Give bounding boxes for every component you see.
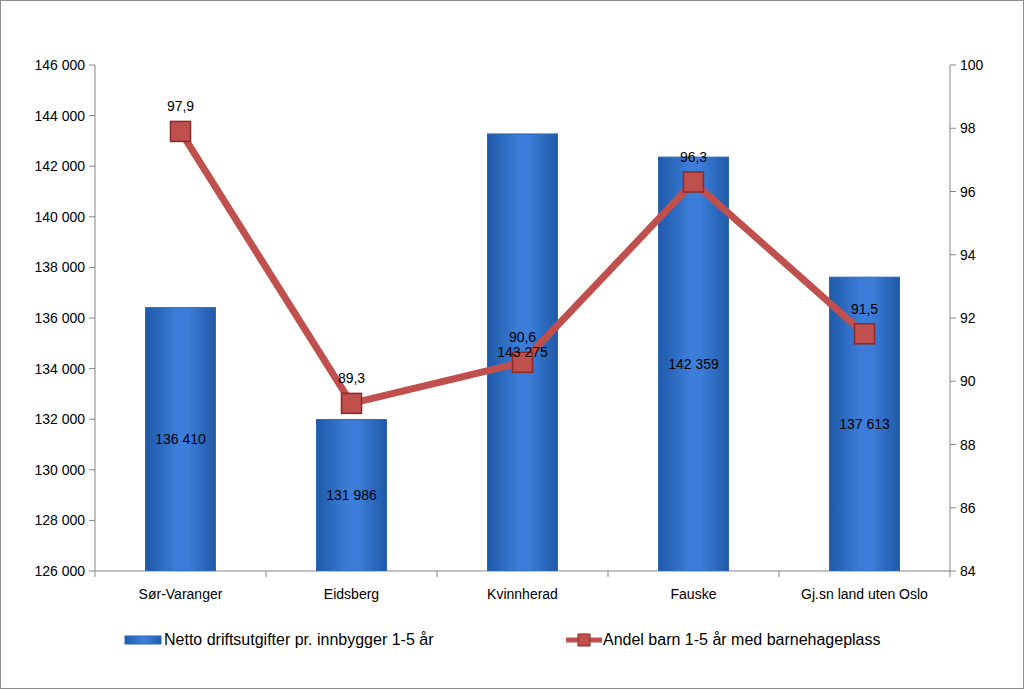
y2-tick — [950, 571, 956, 572]
y-tick — [89, 166, 95, 167]
x-tick-label: Eidsberg — [324, 586, 379, 602]
x-tick-label: Gj.sn land uten Oslo — [801, 586, 928, 602]
y2-tick-label: 94 — [960, 247, 976, 263]
bar — [488, 134, 558, 571]
line-label: 97,9 — [167, 98, 194, 114]
line-marker — [171, 121, 191, 141]
x-tick — [266, 571, 267, 577]
line — [181, 131, 865, 403]
y-tick-label: 146 000 — [34, 57, 85, 73]
y-tick-label: 126 000 — [34, 563, 85, 579]
bar — [317, 420, 387, 571]
bar — [659, 157, 729, 571]
y-tick — [89, 571, 95, 572]
y-tick-label: 144 000 — [34, 108, 85, 124]
x-tick — [437, 571, 438, 577]
y-tick — [89, 115, 95, 116]
y-tick-label: 130 000 — [34, 462, 85, 478]
bar-label: 143 275 — [497, 344, 548, 360]
x-tick-label: Fauske — [671, 586, 717, 602]
bar — [830, 277, 900, 571]
y2-tick — [950, 254, 956, 255]
y-tick-label: 142 000 — [34, 158, 85, 174]
y2-tick-label: 92 — [960, 310, 976, 326]
line-label: 96,3 — [680, 149, 707, 165]
legend-label: Netto driftsutgifter pr. innbygger 1-5 å… — [164, 631, 434, 648]
x-tick — [779, 571, 780, 577]
bar-label: 131 986 — [326, 487, 377, 503]
bar — [146, 308, 216, 571]
frame — [1, 1, 1024, 689]
y2-tick-label: 90 — [960, 373, 976, 389]
y2-tick — [950, 381, 956, 382]
y-tick — [89, 318, 95, 319]
line-group — [171, 121, 875, 413]
y2-tick — [950, 444, 956, 445]
line-marker — [684, 172, 704, 192]
y2-tick-label: 84 — [960, 563, 976, 579]
x-tick — [950, 571, 951, 577]
bar-label: 142 359 — [668, 356, 719, 372]
bar-label: 136 410 — [155, 431, 206, 447]
y-tick-label: 138 000 — [34, 259, 85, 275]
y-tick-label: 132 000 — [34, 411, 85, 427]
y-tick — [89, 520, 95, 521]
line-label: 91,5 — [851, 301, 878, 317]
y-tick — [89, 65, 95, 66]
legend-label: Andel barn 1-5 år med barnehageplass — [603, 631, 881, 648]
y-tick — [89, 469, 95, 470]
y2-tick — [950, 65, 956, 66]
y-tick-label: 134 000 — [34, 361, 85, 377]
line-label: 90,6 — [509, 329, 536, 345]
y2-tick — [950, 191, 956, 192]
line-marker — [342, 393, 362, 413]
bar-label: 137 613 — [839, 416, 890, 432]
legend: Netto driftsutgifter pr. innbygger 1-5 å… — [125, 631, 881, 648]
y-tick — [89, 216, 95, 217]
y2-tick-label: 96 — [960, 184, 976, 200]
x-tick — [608, 571, 609, 577]
y-tick — [89, 267, 95, 268]
y2-tick — [950, 318, 956, 319]
x-tick-label: Kvinnherad — [487, 586, 558, 602]
y2-tick-label: 100 — [960, 57, 984, 73]
y-tick — [89, 368, 95, 369]
legend-swatch — [578, 634, 590, 646]
y2-tick — [950, 128, 956, 129]
y-tick-label: 128 000 — [34, 512, 85, 528]
chart: 126 000 128 000 130 000 132 000 134 000 136 0… — [0, 0, 1024, 689]
legend-swatch — [125, 636, 161, 644]
y-tick — [89, 419, 95, 420]
y2-tick-label: 98 — [960, 120, 976, 136]
x-tick — [95, 571, 96, 577]
line-marker — [855, 324, 875, 344]
y2-tick-label: 88 — [960, 437, 976, 453]
x-tick-label: Sør-Varanger — [139, 586, 223, 602]
line-label: 89,3 — [338, 370, 365, 386]
y2-tick — [950, 507, 956, 508]
plot-area — [146, 121, 900, 571]
y-tick-label: 136 000 — [34, 310, 85, 326]
y-tick-label: 140 000 — [34, 209, 85, 225]
y2-tick-label: 86 — [960, 500, 976, 516]
